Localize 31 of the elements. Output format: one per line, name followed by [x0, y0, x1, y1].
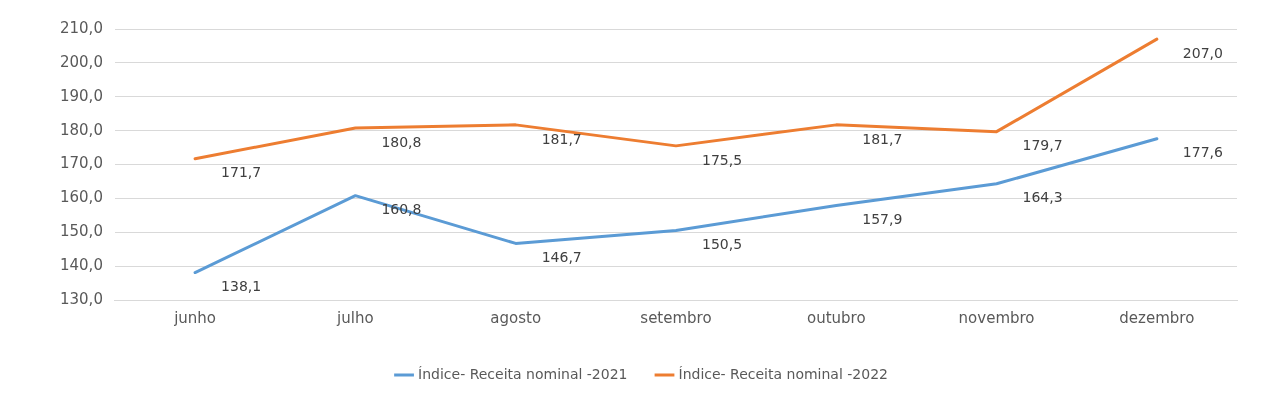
- data-label: 138,1: [221, 278, 262, 295]
- data-label: 181,7: [862, 130, 903, 147]
- data-label: 150,5: [701, 236, 743, 253]
- data-label: 164,3: [1022, 189, 1063, 206]
- data-label: 180,8: [381, 133, 422, 150]
- x-tick-label: dezembro: [1119, 308, 1195, 327]
- data-label: 177,6: [1182, 144, 1224, 161]
- x-tick-label: junho: [173, 308, 217, 327]
- x-tick-label: outubro: [806, 308, 866, 327]
- x-tick-label: setembro: [640, 308, 712, 327]
- data-label: 181,7: [541, 130, 582, 147]
- x-tick-label: agosto: [490, 308, 542, 327]
- legend-label: Índice- Receita nominal -2022: [678, 365, 888, 382]
- y-tick-label: 170,0: [59, 154, 103, 173]
- y-tick-label: 130,0: [59, 289, 103, 308]
- data-label: 207,0: [1182, 44, 1223, 61]
- legend-label: Índice- Receita nominal -2021: [418, 365, 628, 382]
- y-tick-label: 200,0: [59, 52, 103, 71]
- y-tick-label: 140,0: [59, 256, 103, 275]
- y-tick-label: 190,0: [59, 86, 103, 105]
- y-tick-label: 150,0: [59, 222, 103, 241]
- x-tick-label: novembro: [958, 308, 1035, 327]
- y-tick-label: 180,0: [59, 120, 103, 139]
- data-label: 179,7: [1022, 137, 1063, 154]
- data-label: 171,7: [221, 164, 262, 181]
- data-label: 157,9: [862, 211, 903, 228]
- y-tick-label: 160,0: [59, 188, 103, 207]
- data-label: 175,5: [701, 151, 743, 168]
- data-label: 146,7: [541, 249, 582, 266]
- y-tick-label: 210,0: [59, 18, 103, 37]
- x-tick-label: julho: [336, 308, 374, 327]
